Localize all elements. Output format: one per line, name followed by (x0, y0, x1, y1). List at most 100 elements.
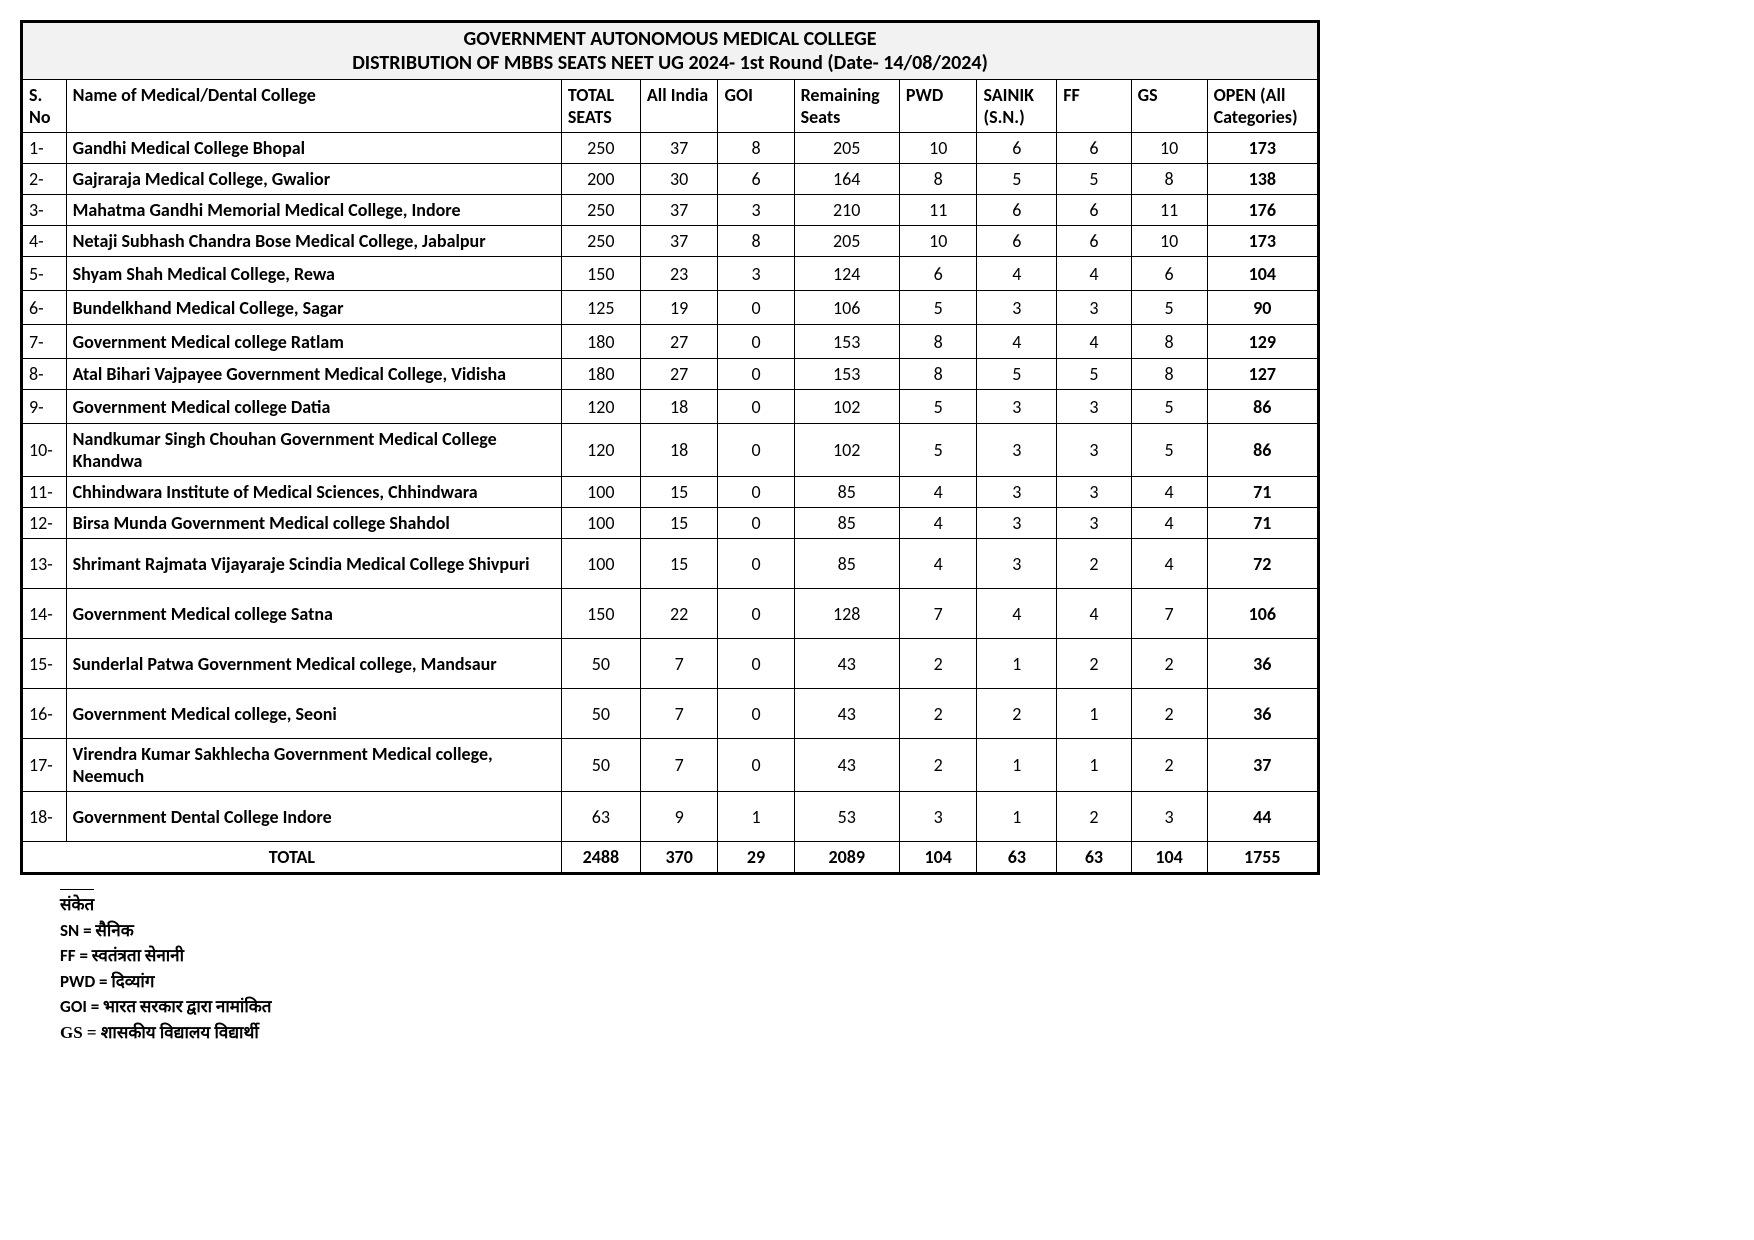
cell-gs: 4 (1131, 508, 1207, 539)
cell-rem: 164 (794, 164, 899, 195)
cell-ff: 1 (1057, 689, 1131, 739)
cell-gs: 11 (1131, 195, 1207, 226)
cell-total: 100 (561, 477, 640, 508)
cell-open: 138 (1207, 164, 1318, 195)
cell-pwd: 2 (899, 639, 977, 689)
col-sno: S. No (22, 80, 67, 133)
cell-sno: 7- (22, 325, 67, 359)
cell-ff: 6 (1057, 195, 1131, 226)
cell-total: 100 (561, 539, 640, 589)
cell-gs: 2 (1131, 739, 1207, 792)
col-ff: FF (1057, 80, 1131, 133)
cell-pwd: 4 (899, 508, 977, 539)
cell-pwd: 2 (899, 689, 977, 739)
table-row: 14-Government Medical college Satna15022… (22, 589, 1319, 639)
cell-ff: 2 (1057, 792, 1131, 842)
col-sainik: SAINIK (S.N.) (977, 80, 1057, 133)
cell-pwd: 4 (899, 539, 977, 589)
cell-rem: 102 (794, 390, 899, 424)
col-goi: GOI (718, 80, 794, 133)
cell-ff: 5 (1057, 164, 1131, 195)
cell-name: Government Medical college Datia (66, 390, 561, 424)
cell-name: Birsa Munda Government Medical college S… (66, 508, 561, 539)
table-row: 6-Bundelkhand Medical College, Sagar1251… (22, 291, 1319, 325)
table-row: 13-Shrimant Rajmata Vijayaraje Scindia M… (22, 539, 1319, 589)
cell-total: 250 (561, 226, 640, 257)
cell-gs: 2 (1131, 639, 1207, 689)
total-ff: 63 (1057, 842, 1131, 874)
cell-total: 180 (561, 359, 640, 390)
cell-pwd: 10 (899, 226, 977, 257)
cell-open: 106 (1207, 589, 1318, 639)
table-row: 18-Government Dental College Indore63915… (22, 792, 1319, 842)
cell-ai: 30 (640, 164, 718, 195)
total-open: 1755 (1207, 842, 1318, 874)
col-pwd: PWD (899, 80, 977, 133)
cell-goi: 8 (718, 133, 794, 164)
total-goi: 29 (718, 842, 794, 874)
cell-total: 150 (561, 589, 640, 639)
cell-ff: 4 (1057, 257, 1131, 291)
cell-total: 50 (561, 739, 640, 792)
cell-pwd: 7 (899, 589, 977, 639)
cell-goi: 0 (718, 390, 794, 424)
cell-name: Shyam Shah Medical College, Rewa (66, 257, 561, 291)
cell-name: Virendra Kumar Sakhlecha Government Medi… (66, 739, 561, 792)
header-row: S. No Name of Medical/Dental College TOT… (22, 80, 1319, 133)
cell-open: 71 (1207, 508, 1318, 539)
cell-sno: 1- (22, 133, 67, 164)
cell-ai: 7 (640, 739, 718, 792)
cell-sno: 13- (22, 539, 67, 589)
cell-total: 250 (561, 195, 640, 226)
cell-open: 176 (1207, 195, 1318, 226)
cell-goi: 3 (718, 257, 794, 291)
cell-ff: 4 (1057, 325, 1131, 359)
cell-sno: 9- (22, 390, 67, 424)
legend: संकेत SN = सैनिक FF = स्वतंत्रता सेनानी … (60, 889, 1694, 1045)
cell-sn: 4 (977, 325, 1057, 359)
cell-pwd: 3 (899, 792, 977, 842)
cell-ai: 37 (640, 133, 718, 164)
table-row: 15-Sunderlal Patwa Government Medical co… (22, 639, 1319, 689)
cell-total: 50 (561, 639, 640, 689)
table-row: 17-Virendra Kumar Sakhlecha Government M… (22, 739, 1319, 792)
cell-ai: 19 (640, 291, 718, 325)
cell-sn: 3 (977, 508, 1057, 539)
cell-pwd: 8 (899, 359, 977, 390)
cell-ff: 4 (1057, 589, 1131, 639)
cell-name: Shrimant Rajmata Vijayaraje Scindia Medi… (66, 539, 561, 589)
cell-name: Netaji Subhash Chandra Bose Medical Coll… (66, 226, 561, 257)
cell-ai: 15 (640, 477, 718, 508)
table-row: 12-Birsa Munda Government Medical colleg… (22, 508, 1319, 539)
cell-rem: 124 (794, 257, 899, 291)
cell-rem: 153 (794, 359, 899, 390)
cell-pwd: 11 (899, 195, 977, 226)
cell-sno: 17- (22, 739, 67, 792)
cell-goi: 0 (718, 477, 794, 508)
table-row: 5-Shyam Shah Medical College, Rewa150233… (22, 257, 1319, 291)
col-name: Name of Medical/Dental College (66, 80, 561, 133)
cell-ff: 3 (1057, 424, 1131, 477)
cell-gs: 6 (1131, 257, 1207, 291)
cell-gs: 10 (1131, 133, 1207, 164)
cell-name: Nandkumar Singh Chouhan Government Medic… (66, 424, 561, 477)
cell-sno: 3- (22, 195, 67, 226)
cell-gs: 8 (1131, 359, 1207, 390)
cell-sno: 10- (22, 424, 67, 477)
cell-goi: 8 (718, 226, 794, 257)
cell-pwd: 4 (899, 477, 977, 508)
legend-line: PWD = दिव्यांग (60, 971, 154, 992)
cell-rem: 102 (794, 424, 899, 477)
cell-sn: 5 (977, 164, 1057, 195)
cell-total: 180 (561, 325, 640, 359)
cell-rem: 85 (794, 477, 899, 508)
cell-goi: 0 (718, 589, 794, 639)
cell-ai: 22 (640, 589, 718, 639)
cell-total: 63 (561, 792, 640, 842)
col-open: OPEN (All Categories) (1207, 80, 1318, 133)
cell-sn: 1 (977, 639, 1057, 689)
total-ai: 370 (640, 842, 718, 874)
cell-name: Government Medical college Ratlam (66, 325, 561, 359)
title-line-1: GOVERNMENT AUTONOMOUS MEDICAL COLLEGE (22, 22, 1319, 52)
cell-open: 129 (1207, 325, 1318, 359)
